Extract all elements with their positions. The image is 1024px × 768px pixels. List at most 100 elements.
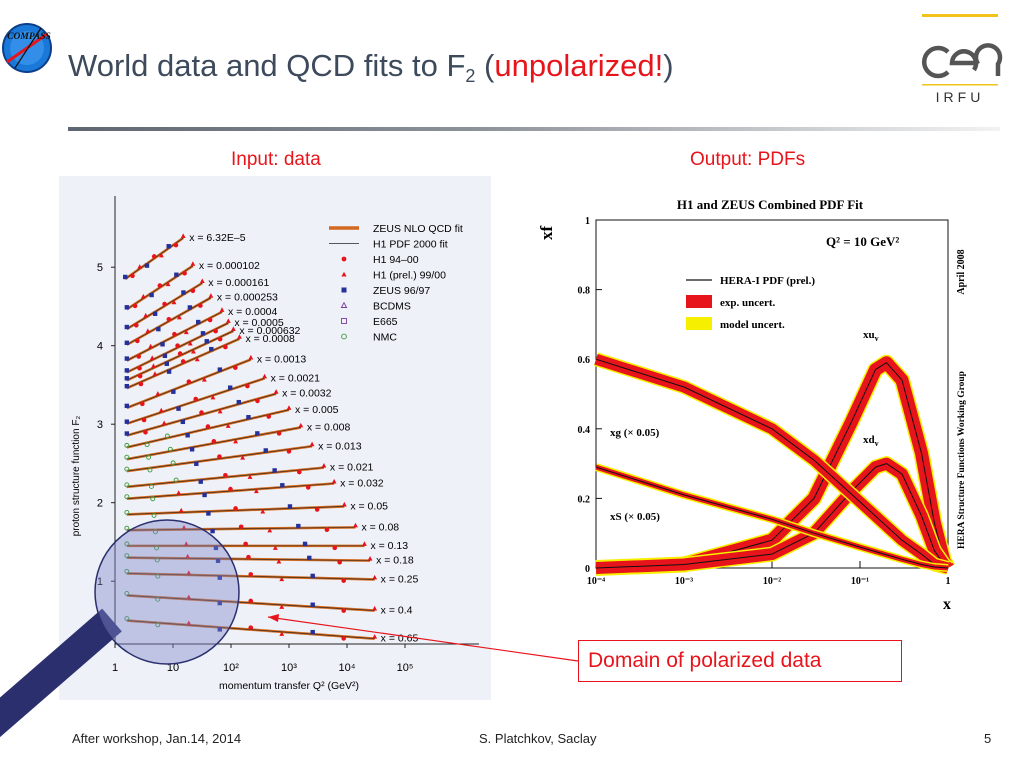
- f2-point-h1-prel: [176, 490, 182, 495]
- f2-ytick-label: 3: [97, 419, 103, 431]
- f2-point-zeus: [200, 331, 206, 336]
- f2-point-h1-prel: [331, 478, 337, 484]
- f2-point-h1-prel: [286, 405, 292, 410]
- f2-point-h1-prel: [186, 620, 192, 626]
- f2-point-h1: [341, 636, 346, 641]
- compass-logo-text: COMPASS: [7, 32, 51, 42]
- f2-point-h1-prel: [181, 524, 187, 530]
- f2-point-zeus: [217, 627, 222, 632]
- pdf-ylabel: xf: [540, 226, 556, 241]
- f2-point-h1: [140, 401, 145, 407]
- f2-point-zeus: [202, 492, 207, 498]
- pdf-ytick-label: 0.8: [578, 286, 591, 297]
- f2-point-zeus: [246, 415, 251, 420]
- f2-point-zeus: [124, 419, 130, 424]
- f2-point-zeus: [236, 399, 242, 405]
- pdf-xtick-label: 10⁻²: [763, 576, 781, 587]
- f2-point-nmc: [124, 590, 130, 596]
- f2-point-h1-prel: [152, 371, 158, 376]
- f2-point-nmc: [124, 616, 130, 622]
- f2-series-label: x = 0.000102: [199, 260, 260, 272]
- f2-point-h1: [238, 524, 244, 530]
- f2-point-h1-prel: [321, 463, 327, 468]
- f2-series-label: x = 0.032: [340, 478, 384, 490]
- f2-point-h1-prel: [248, 354, 254, 360]
- f2-point-h1-prel: [217, 408, 223, 414]
- f2-point-zeus: [124, 340, 130, 345]
- f2-point-h1-prel: [171, 299, 177, 305]
- f2-point-zeus: [204, 339, 209, 344]
- f2-point-h1: [248, 598, 254, 604]
- f2-point-h1-prel: [262, 373, 268, 379]
- f2-point-h1-prel: [231, 326, 236, 331]
- f2-point-nmc: [164, 433, 170, 439]
- f2-point-nmc: [167, 446, 173, 452]
- f2-point-h1-prel: [199, 278, 205, 284]
- f2-point-nmc: [124, 568, 130, 574]
- f2-point-h1-prel: [208, 293, 214, 298]
- f2-point-h1-prel: [372, 634, 378, 639]
- f2-point-h1: [198, 303, 203, 308]
- f2-point-zeus: [124, 356, 130, 361]
- f2-point-h1-prel: [159, 252, 164, 258]
- f2-point-zeus: [272, 468, 277, 473]
- pdf-curve-label-sub: v: [875, 439, 879, 448]
- f2-point-zeus: [255, 431, 260, 436]
- f2-series-label: x = 0.000253: [217, 292, 278, 304]
- f2-point-h1-prel: [145, 328, 151, 334]
- f2-point-h1-prel: [186, 594, 192, 600]
- callout-arrow: [267, 616, 579, 662]
- f2-point-h1: [205, 424, 211, 429]
- f2-point-h1-prel: [309, 441, 315, 447]
- f2-point-zeus: [189, 447, 195, 452]
- cea-irfu-logo: IRFU: [918, 14, 1004, 106]
- f2-point-h1: [186, 379, 192, 384]
- f2-point-zeus: [176, 406, 181, 411]
- f2-point-h1: [180, 359, 186, 364]
- pdf-xtick-label: 1: [946, 576, 951, 587]
- f2-series-label: x = 0.0032: [282, 388, 331, 400]
- pdf-chart-svg: H1 and ZEUS Combined PDF Fit xf x April …: [537, 197, 967, 613]
- f2-point-h1: [162, 301, 167, 307]
- callout-arrowhead: [268, 614, 279, 622]
- f2-point-zeus: [160, 342, 165, 347]
- f2-point-zeus: [164, 361, 169, 366]
- f2-point-zeus: [187, 305, 193, 310]
- f2-point-zeus: [124, 368, 130, 373]
- polarized-domain-callout: Domain of polarized data: [578, 640, 902, 682]
- f2-point-h1-prel: [137, 264, 143, 269]
- f2-point-h1: [177, 351, 183, 356]
- f2-point-h1-prel: [190, 261, 196, 266]
- pdf-curve-label: xg (× 0.05): [610, 427, 660, 439]
- f2-legend-label: ZEUS 96/97: [373, 285, 430, 297]
- f2-legend-marker: [341, 287, 347, 293]
- footer-author: S. Platchkov, Saclay: [479, 731, 597, 746]
- f2-xtick-label: 10²: [223, 662, 239, 674]
- f2-point-h1: [223, 472, 228, 478]
- f2-point-h1: [141, 417, 147, 423]
- f2-legend-marker: [341, 318, 347, 324]
- f2-point-h1: [217, 454, 222, 459]
- f2-point-h1-prel: [362, 541, 367, 546]
- f2-point-zeus: [210, 528, 215, 534]
- f2-point-nmc: [155, 596, 161, 602]
- f2-point-h1-prel: [161, 420, 167, 426]
- f2-series-label: x = 0.0008: [245, 333, 294, 345]
- f2-point-h1-prel: [148, 343, 154, 349]
- f2-point-h1: [276, 431, 282, 436]
- f2-xtick-label: 10⁴: [339, 662, 356, 674]
- f2-series-label: x = 0.0013: [257, 354, 306, 366]
- f2-point-h1-prel: [194, 356, 200, 362]
- f2-point-nmc: [151, 512, 157, 518]
- pdf-legend-label: model uncert.: [720, 319, 785, 331]
- f2-point-zeus: [194, 461, 199, 466]
- f2-legend-label: ZEUS NLO QCD fit: [373, 223, 463, 235]
- f2-ytick-label: 1: [97, 576, 103, 588]
- f2-point-nmc: [154, 545, 159, 551]
- f2-series-label: x = 0.000632: [239, 325, 300, 337]
- f2-point-h1: [305, 485, 311, 490]
- f2-series-label: x = 0.0005: [234, 317, 283, 329]
- title-highlight: unpolarized!: [494, 48, 664, 83]
- f2-series-label: x = 0.25: [381, 573, 419, 585]
